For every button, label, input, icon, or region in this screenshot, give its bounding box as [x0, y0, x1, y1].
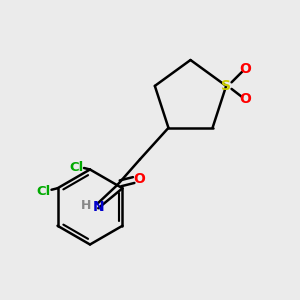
- Text: O: O: [133, 172, 145, 186]
- Text: N: N: [92, 200, 104, 214]
- Text: S: S: [221, 79, 231, 93]
- Text: H: H: [81, 199, 92, 212]
- Text: Cl: Cl: [36, 185, 50, 198]
- Text: O: O: [240, 62, 252, 76]
- Text: Cl: Cl: [69, 160, 84, 174]
- Text: O: O: [240, 92, 252, 106]
